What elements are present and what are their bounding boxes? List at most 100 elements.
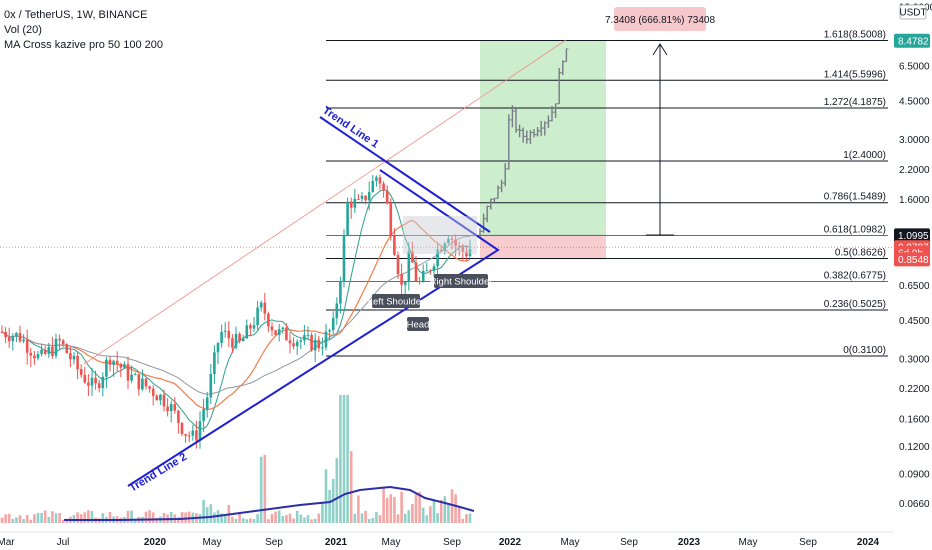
fib-level-label: 0.5(0.8626) bbox=[835, 247, 886, 258]
volume-bar bbox=[0, 517, 4, 523]
time-tick-label: 2023 bbox=[678, 537, 701, 548]
volume-bar bbox=[313, 518, 317, 523]
candle-body bbox=[443, 243, 447, 251]
volume-bar bbox=[360, 513, 364, 523]
left-shoulder-label-box bbox=[372, 294, 420, 308]
fib-level-label: 0.618(1.0982) bbox=[824, 224, 886, 235]
time-tick-label: 2022 bbox=[499, 537, 522, 548]
candle-body bbox=[184, 434, 187, 436]
volume-bar bbox=[357, 495, 360, 523]
ma-cross-indicator-label[interactable]: MA Cross kazive pro 50 100 200 bbox=[4, 39, 163, 51]
candle-body bbox=[18, 332, 22, 342]
candle-body bbox=[101, 376, 105, 389]
volume-bar bbox=[461, 518, 465, 523]
candle-body bbox=[87, 382, 90, 386]
volume-bar bbox=[187, 511, 191, 523]
candle-body bbox=[447, 238, 450, 244]
volume-bar bbox=[285, 514, 288, 523]
candle-body bbox=[436, 249, 439, 267]
candle-body bbox=[25, 339, 29, 353]
volume-bar bbox=[321, 501, 324, 523]
candle-body bbox=[285, 327, 288, 341]
candle-body bbox=[292, 343, 295, 347]
candle-body bbox=[69, 353, 72, 360]
candle-body bbox=[209, 373, 213, 398]
price-tick-label: 0.0900 bbox=[899, 469, 930, 480]
candle-body bbox=[306, 334, 310, 336]
volume-bar bbox=[270, 513, 274, 523]
candle-body bbox=[270, 326, 274, 331]
candle-body bbox=[249, 325, 252, 329]
fib-level-label: 0(0.3100) bbox=[843, 345, 886, 356]
volume-bar bbox=[108, 512, 112, 523]
candle-body bbox=[360, 195, 364, 199]
volume-bar bbox=[79, 514, 83, 523]
volume-indicator-label[interactable]: Vol (20) bbox=[4, 24, 42, 36]
candle-body bbox=[166, 406, 169, 412]
candle-body bbox=[234, 333, 238, 348]
candle-body bbox=[144, 378, 148, 387]
time-tick-label: May bbox=[739, 537, 758, 548]
currency-button[interactable] bbox=[899, 4, 927, 20]
volume-bar bbox=[180, 511, 184, 523]
time-tick-label: Sep bbox=[799, 537, 817, 548]
candle-body bbox=[213, 352, 216, 374]
volume-bar bbox=[90, 511, 94, 523]
volume-bar bbox=[371, 517, 375, 523]
time-tick-label: Mar bbox=[0, 537, 15, 548]
volume-bar bbox=[439, 499, 443, 523]
volume-bar bbox=[418, 491, 421, 523]
candle-body bbox=[241, 338, 245, 342]
volume-bar bbox=[468, 513, 472, 523]
candle-body bbox=[22, 339, 25, 342]
candle-body bbox=[367, 192, 371, 201]
price-tick-label: 0.3000 bbox=[899, 355, 930, 366]
candle-body bbox=[263, 302, 267, 314]
trend-line-2-path bbox=[127, 169, 500, 487]
symbol-title[interactable]: 0x / TetherUS, 1W, BINANCE bbox=[4, 9, 148, 21]
candle-body bbox=[238, 333, 241, 342]
candle-body bbox=[33, 355, 36, 359]
candle-body bbox=[414, 262, 418, 282]
consolidation-box bbox=[403, 216, 477, 254]
volume-bar bbox=[83, 512, 87, 523]
volume-bar bbox=[385, 497, 389, 523]
candle-body bbox=[105, 359, 108, 377]
channel-line bbox=[83, 39, 567, 365]
candle-body bbox=[425, 270, 429, 272]
volume-bar bbox=[209, 504, 213, 523]
candle-body bbox=[317, 339, 321, 349]
volume-bar bbox=[465, 514, 468, 523]
volume-ma-line bbox=[64, 485, 475, 521]
volume-bar bbox=[324, 469, 328, 523]
volume-bar bbox=[281, 515, 285, 523]
candle-body bbox=[328, 330, 331, 332]
volume-bar bbox=[263, 454, 267, 523]
candle-body bbox=[137, 374, 141, 390]
candle-body bbox=[202, 409, 205, 422]
volume-bar bbox=[457, 506, 461, 523]
candle-body bbox=[220, 331, 223, 343]
candle-body bbox=[429, 270, 432, 272]
trend-line-1-label: Trend Line 1 bbox=[320, 105, 380, 151]
fib-level-label: 1.414(5.5996) bbox=[824, 69, 886, 80]
volume-bar bbox=[349, 451, 353, 523]
volume-bar bbox=[335, 458, 339, 523]
candle-body bbox=[353, 198, 357, 208]
candle-body bbox=[375, 177, 378, 182]
volume-bar bbox=[231, 516, 234, 523]
candle-body bbox=[130, 374, 133, 381]
candle-body bbox=[454, 239, 457, 246]
volume-bar bbox=[220, 513, 223, 523]
volume-bar bbox=[18, 515, 22, 523]
volume-bar bbox=[4, 514, 7, 523]
candle-body bbox=[267, 313, 270, 327]
candle-body bbox=[61, 340, 65, 345]
fib-level-label: 0.382(0.6775) bbox=[824, 271, 886, 282]
candle-body bbox=[177, 410, 180, 423]
volume-bar bbox=[306, 515, 310, 523]
volume-bar bbox=[54, 513, 58, 523]
volume-bar bbox=[299, 514, 303, 523]
volume-bar bbox=[205, 507, 209, 523]
